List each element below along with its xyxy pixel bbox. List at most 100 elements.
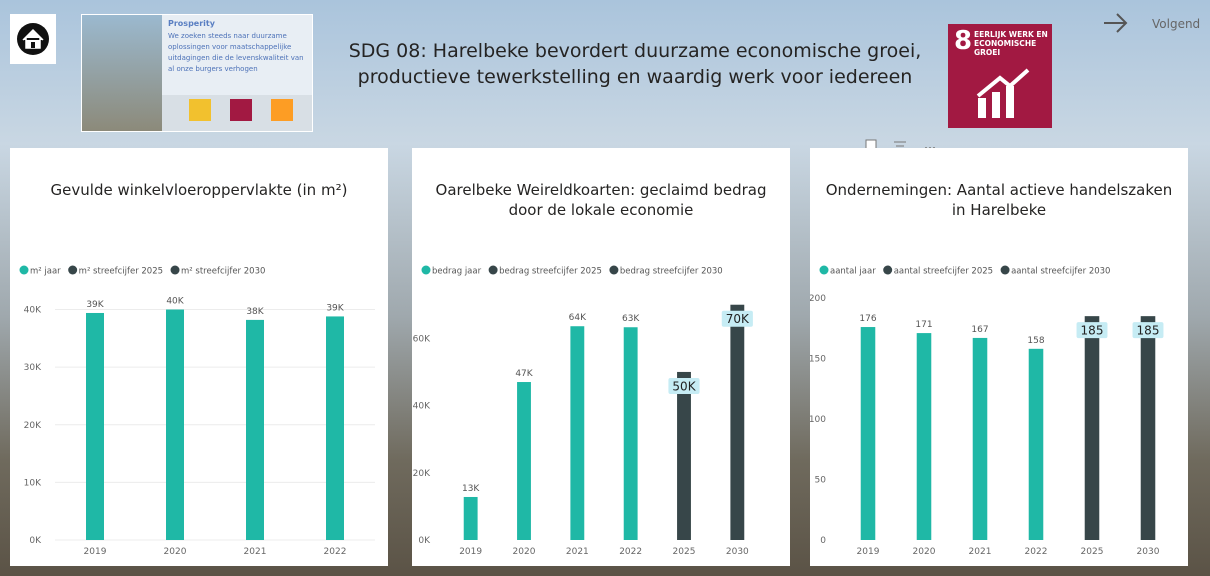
legend-label: bedrag streefcijfer 2030 bbox=[620, 267, 723, 277]
y-tick-label: 10K bbox=[24, 478, 42, 488]
y-tick-label: 20K bbox=[413, 469, 431, 479]
x-tick-label: 2021 bbox=[969, 547, 992, 557]
bar bbox=[623, 327, 638, 540]
data-label: 38K bbox=[246, 307, 264, 317]
data-label: 50K bbox=[672, 379, 696, 393]
x-tick-label: 2020 bbox=[513, 547, 536, 557]
y-tick-label: 20K bbox=[24, 421, 42, 431]
y-tick-label: 30K bbox=[24, 363, 42, 373]
bar bbox=[1084, 316, 1100, 540]
legend-label: aantal streefcijfer 2030 bbox=[1011, 267, 1110, 277]
y-tick-label: 60K bbox=[413, 334, 431, 344]
data-label: 185 bbox=[1081, 324, 1104, 338]
home-button[interactable] bbox=[10, 14, 56, 64]
bar bbox=[860, 327, 876, 540]
legend-marker bbox=[609, 265, 619, 275]
x-tick-label: 2022 bbox=[1025, 547, 1048, 557]
data-label: 70K bbox=[726, 312, 750, 326]
x-tick-label: 2019 bbox=[857, 547, 880, 557]
page-title: SDG 08: Harelbeke bevordert duurzame eco… bbox=[348, 40, 922, 88]
bar bbox=[730, 304, 745, 540]
legend-marker bbox=[488, 265, 498, 275]
chart: 0 50 100 150 200 2019 2020 2021 2022 2025 2030 aant… bbox=[810, 265, 1164, 557]
legend-marker bbox=[819, 265, 829, 275]
bar bbox=[1140, 316, 1156, 540]
data-label-box bbox=[1132, 322, 1164, 339]
data-label: 185 bbox=[1137, 324, 1160, 338]
badge-number: 8 bbox=[954, 26, 973, 56]
bar bbox=[972, 337, 988, 540]
bar bbox=[86, 312, 104, 540]
y-tick-label: 0K bbox=[418, 536, 431, 546]
data-label: 47K bbox=[515, 369, 533, 379]
y-tick-label: 150 bbox=[810, 355, 826, 365]
bar bbox=[246, 319, 264, 540]
legend-label: aantal jaar bbox=[830, 267, 876, 277]
chart-title: Gevulde winkelvloeroppervlakte (in m²) bbox=[50, 181, 348, 199]
legend-marker bbox=[421, 265, 431, 275]
data-label: 63K bbox=[622, 314, 640, 324]
chart: 0K 10K 20K 30K 40K 2019 2020 2021 2022 m² jaar 39K… bbox=[19, 265, 375, 557]
y-tick-label: 100 bbox=[810, 415, 826, 425]
y-tick-label: 40K bbox=[24, 306, 42, 316]
chart-title: Ondernemingen: Aantal actieve handelszak… bbox=[825, 181, 1173, 219]
chart-title: Oarelbeke Weireldkoarten: geclaimd bedra… bbox=[435, 181, 767, 219]
bar bbox=[570, 326, 585, 540]
chart-panel: Oarelbeke Weireldkoarten: geclaimd bedra… bbox=[412, 148, 790, 566]
bar bbox=[916, 333, 932, 540]
badge-label: EERLIJK WERK EN ECONOMISCHE GROEI bbox=[974, 30, 1048, 57]
home-icon bbox=[17, 23, 49, 55]
y-tick-label: 0K bbox=[29, 536, 42, 546]
bar bbox=[1028, 348, 1044, 540]
x-tick-label: 2030 bbox=[1137, 547, 1160, 557]
data-label-box bbox=[721, 310, 753, 327]
bar bbox=[677, 371, 691, 540]
x-tick-label: 2030 bbox=[726, 547, 749, 557]
legend-label: m² streefcijfer 2025 bbox=[79, 267, 163, 277]
data-label: 167 bbox=[971, 325, 988, 335]
next-link[interactable]: Volgend bbox=[1152, 17, 1201, 31]
data-label: 64K bbox=[569, 313, 587, 323]
bar bbox=[326, 316, 344, 540]
legend-marker bbox=[68, 265, 78, 275]
chart-panel: Ondernemingen: Aantal actieve handelszak… bbox=[810, 148, 1188, 566]
next-arrow[interactable] bbox=[1100, 10, 1132, 36]
legend-label: m² jaar bbox=[30, 267, 61, 277]
legend-marker bbox=[883, 265, 893, 275]
data-label-box bbox=[1076, 322, 1108, 339]
x-tick-label: 2021 bbox=[566, 547, 589, 557]
sdg-badge: 8 EERLIJK WERK EN ECONOMISCHE GROEI bbox=[948, 24, 1052, 128]
chart: 0K 20K 40K 60K 2019 2020 2021 2022 2025 2030 bedra… bbox=[413, 265, 753, 557]
data-label: 39K bbox=[326, 303, 344, 313]
data-label: 40K bbox=[166, 297, 184, 307]
x-tick-label: 2022 bbox=[324, 547, 347, 557]
badge-icon bbox=[976, 68, 1030, 118]
legend-label: m² streefcijfer 2030 bbox=[181, 267, 265, 277]
prosperity-card: Prosperity We zoeken steeds naar duurzam… bbox=[81, 14, 313, 132]
legend-marker bbox=[19, 265, 29, 275]
legend-marker bbox=[170, 265, 180, 275]
y-tick-label: 40K bbox=[413, 402, 431, 412]
x-tick-label: 2019 bbox=[84, 547, 107, 557]
x-tick-label: 2025 bbox=[1081, 547, 1104, 557]
legend-marker bbox=[1000, 265, 1010, 275]
y-tick-label: 200 bbox=[810, 294, 826, 304]
legend-label: bedrag jaar bbox=[432, 267, 482, 277]
x-tick-label: 2019 bbox=[459, 547, 482, 557]
x-tick-label: 2021 bbox=[244, 547, 267, 557]
x-tick-label: 2020 bbox=[164, 547, 187, 557]
x-tick-label: 2022 bbox=[619, 547, 642, 557]
legend-label: aantal streefcijfer 2025 bbox=[894, 267, 993, 277]
data-label: 171 bbox=[915, 320, 932, 330]
chart-panel: Gevulde winkelvloeroppervlakte (in m²) 0K… bbox=[10, 148, 388, 566]
data-label: 13K bbox=[462, 484, 480, 494]
y-tick-label: 0 bbox=[820, 536, 826, 546]
card-text: We zoeken steeds naar duurzame oplossing… bbox=[168, 32, 304, 73]
x-tick-label: 2025 bbox=[673, 547, 696, 557]
bar bbox=[517, 382, 531, 540]
y-tick-label: 50 bbox=[815, 476, 827, 486]
data-label: 39K bbox=[86, 300, 104, 310]
data-label: 176 bbox=[859, 314, 876, 324]
x-tick-label: 2020 bbox=[913, 547, 936, 557]
